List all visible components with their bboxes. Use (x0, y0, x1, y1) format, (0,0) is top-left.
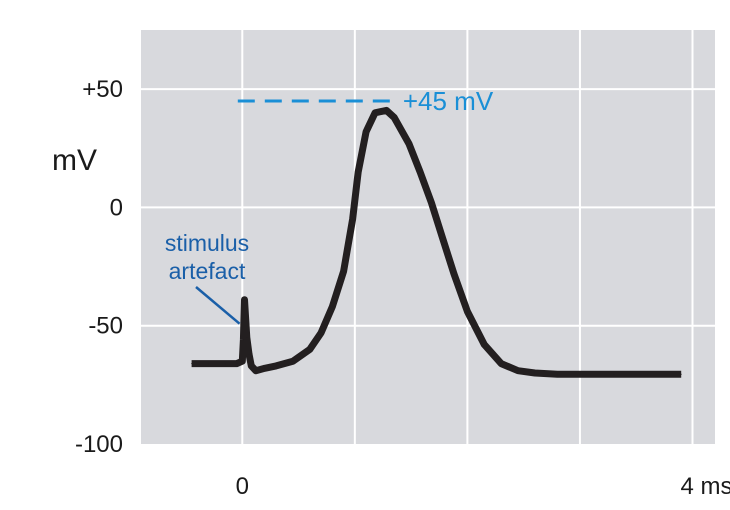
trace-point (208, 363, 210, 365)
trace-point (430, 202, 432, 204)
trace-point (453, 273, 455, 275)
annotation-label: artefact (169, 258, 246, 284)
trace-point (408, 143, 410, 145)
trace-point (517, 370, 519, 372)
annotation-label: stimulus (165, 230, 249, 256)
trace-point (242, 339, 244, 341)
trace-point (343, 270, 345, 272)
annotation-pointer (195, 286, 241, 325)
y-axis-unit-label: mV (52, 144, 97, 177)
trace-point (292, 360, 294, 362)
trace-point (244, 299, 246, 301)
trace-point (534, 372, 536, 374)
reference-line-label: +45 mV (403, 86, 494, 116)
trace-point (680, 373, 682, 375)
y-tick-label: -100 (75, 431, 123, 458)
trace-point (309, 348, 311, 350)
y-tick-label: +50 (82, 76, 123, 103)
trace-point (224, 363, 226, 365)
trace-point (374, 112, 376, 114)
trace-point (331, 306, 333, 308)
trace-point (556, 373, 558, 375)
trace-point (466, 311, 468, 313)
trace-point (579, 373, 581, 375)
trace-point (191, 363, 193, 365)
trace-point (646, 373, 648, 375)
trace-point (241, 360, 243, 362)
trace-point (500, 363, 502, 365)
trace-point (365, 131, 367, 133)
trace-point (442, 237, 444, 239)
trace-point (385, 109, 387, 111)
reference-line-group: +45 mV (237, 86, 494, 116)
trace-point (419, 171, 421, 173)
trace-point (613, 373, 615, 375)
trace-point (246, 337, 248, 339)
x-tick-label: 4 ms (680, 473, 730, 500)
trace-point (483, 344, 485, 346)
y-tick-label: -50 (88, 313, 123, 340)
trace-point (264, 367, 266, 369)
trace-point (320, 332, 322, 334)
trace-point (255, 370, 257, 372)
x-tick-label: 0 (236, 473, 249, 500)
axis-labels: +50 0 -50 -100 0 4 ms (75, 76, 730, 500)
trace-point (393, 117, 395, 119)
trace-point (248, 353, 250, 355)
grid-lines (141, 30, 715, 444)
trace-point (357, 171, 359, 173)
trace-point (352, 218, 354, 220)
y-tick-label: 0 (110, 194, 123, 221)
trace-point (236, 363, 238, 365)
trace-point (250, 365, 252, 367)
trace-point (275, 365, 277, 367)
trace-group (191, 106, 682, 378)
